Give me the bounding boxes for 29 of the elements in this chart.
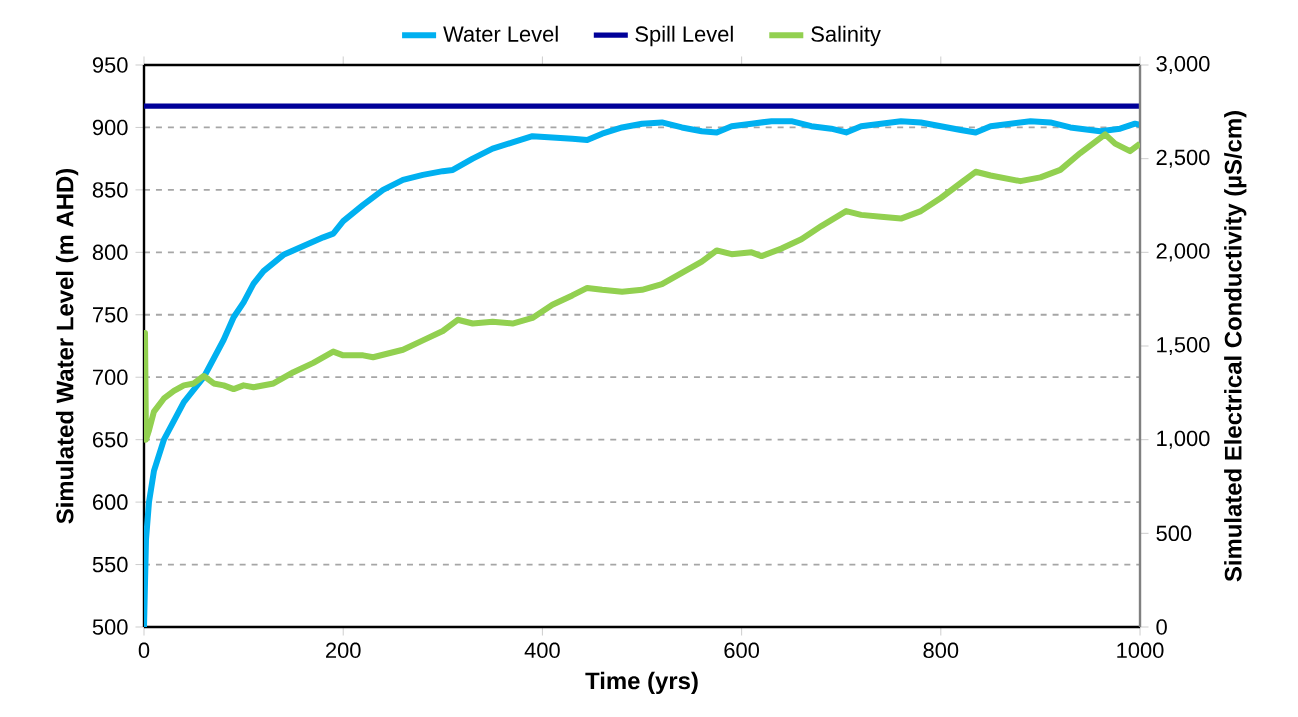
y2-axis-title: Simulated Electrical Conductivity (µS/cm) <box>1224 111 1247 582</box>
y2-tick-label: 1,500 <box>1157 336 1210 356</box>
x-tick-label: 400 <box>524 642 560 659</box>
y2-tick-label: 0 <box>1156 619 1167 635</box>
x-tick-label: 0 <box>138 642 150 659</box>
y-tick-label: 950 <box>92 57 128 73</box>
y2-tick-label: 500 <box>1156 525 1192 542</box>
y2-tick-label: 3,000 <box>1156 55 1210 75</box>
y-tick-label: 550 <box>92 556 128 573</box>
y-tick-label: 900 <box>92 119 128 136</box>
y2-tick-label: 2,500 <box>1156 149 1210 168</box>
y-tick-label: 600 <box>93 494 128 510</box>
legend-label: Salinity <box>811 25 881 47</box>
y-axis-title: Simulated Water Level (m AHD) <box>55 168 79 524</box>
y-tick-label: 800 <box>92 244 128 261</box>
y2-tick-label: 2,000 <box>1156 243 1210 262</box>
x-tick-label: 200 <box>326 642 361 659</box>
x-tick-label: 800 <box>923 642 959 659</box>
y-tick-label: 700 <box>93 369 128 385</box>
y2-tick-label: 1,000 <box>1157 430 1210 449</box>
x-tick-label: 600 <box>724 642 760 659</box>
x-axis-title: Time (yrs) <box>585 671 698 695</box>
y-tick-label: 850 <box>92 182 128 198</box>
y-tick-label: 500 <box>92 619 128 635</box>
x-tick-label: 1000 <box>1117 642 1164 659</box>
y-tick-label: 750 <box>93 307 128 323</box>
legend-label: Spill Level <box>635 25 733 47</box>
y-tick-label: 650 <box>93 431 128 448</box>
legend-label: Water Level <box>443 25 558 42</box>
